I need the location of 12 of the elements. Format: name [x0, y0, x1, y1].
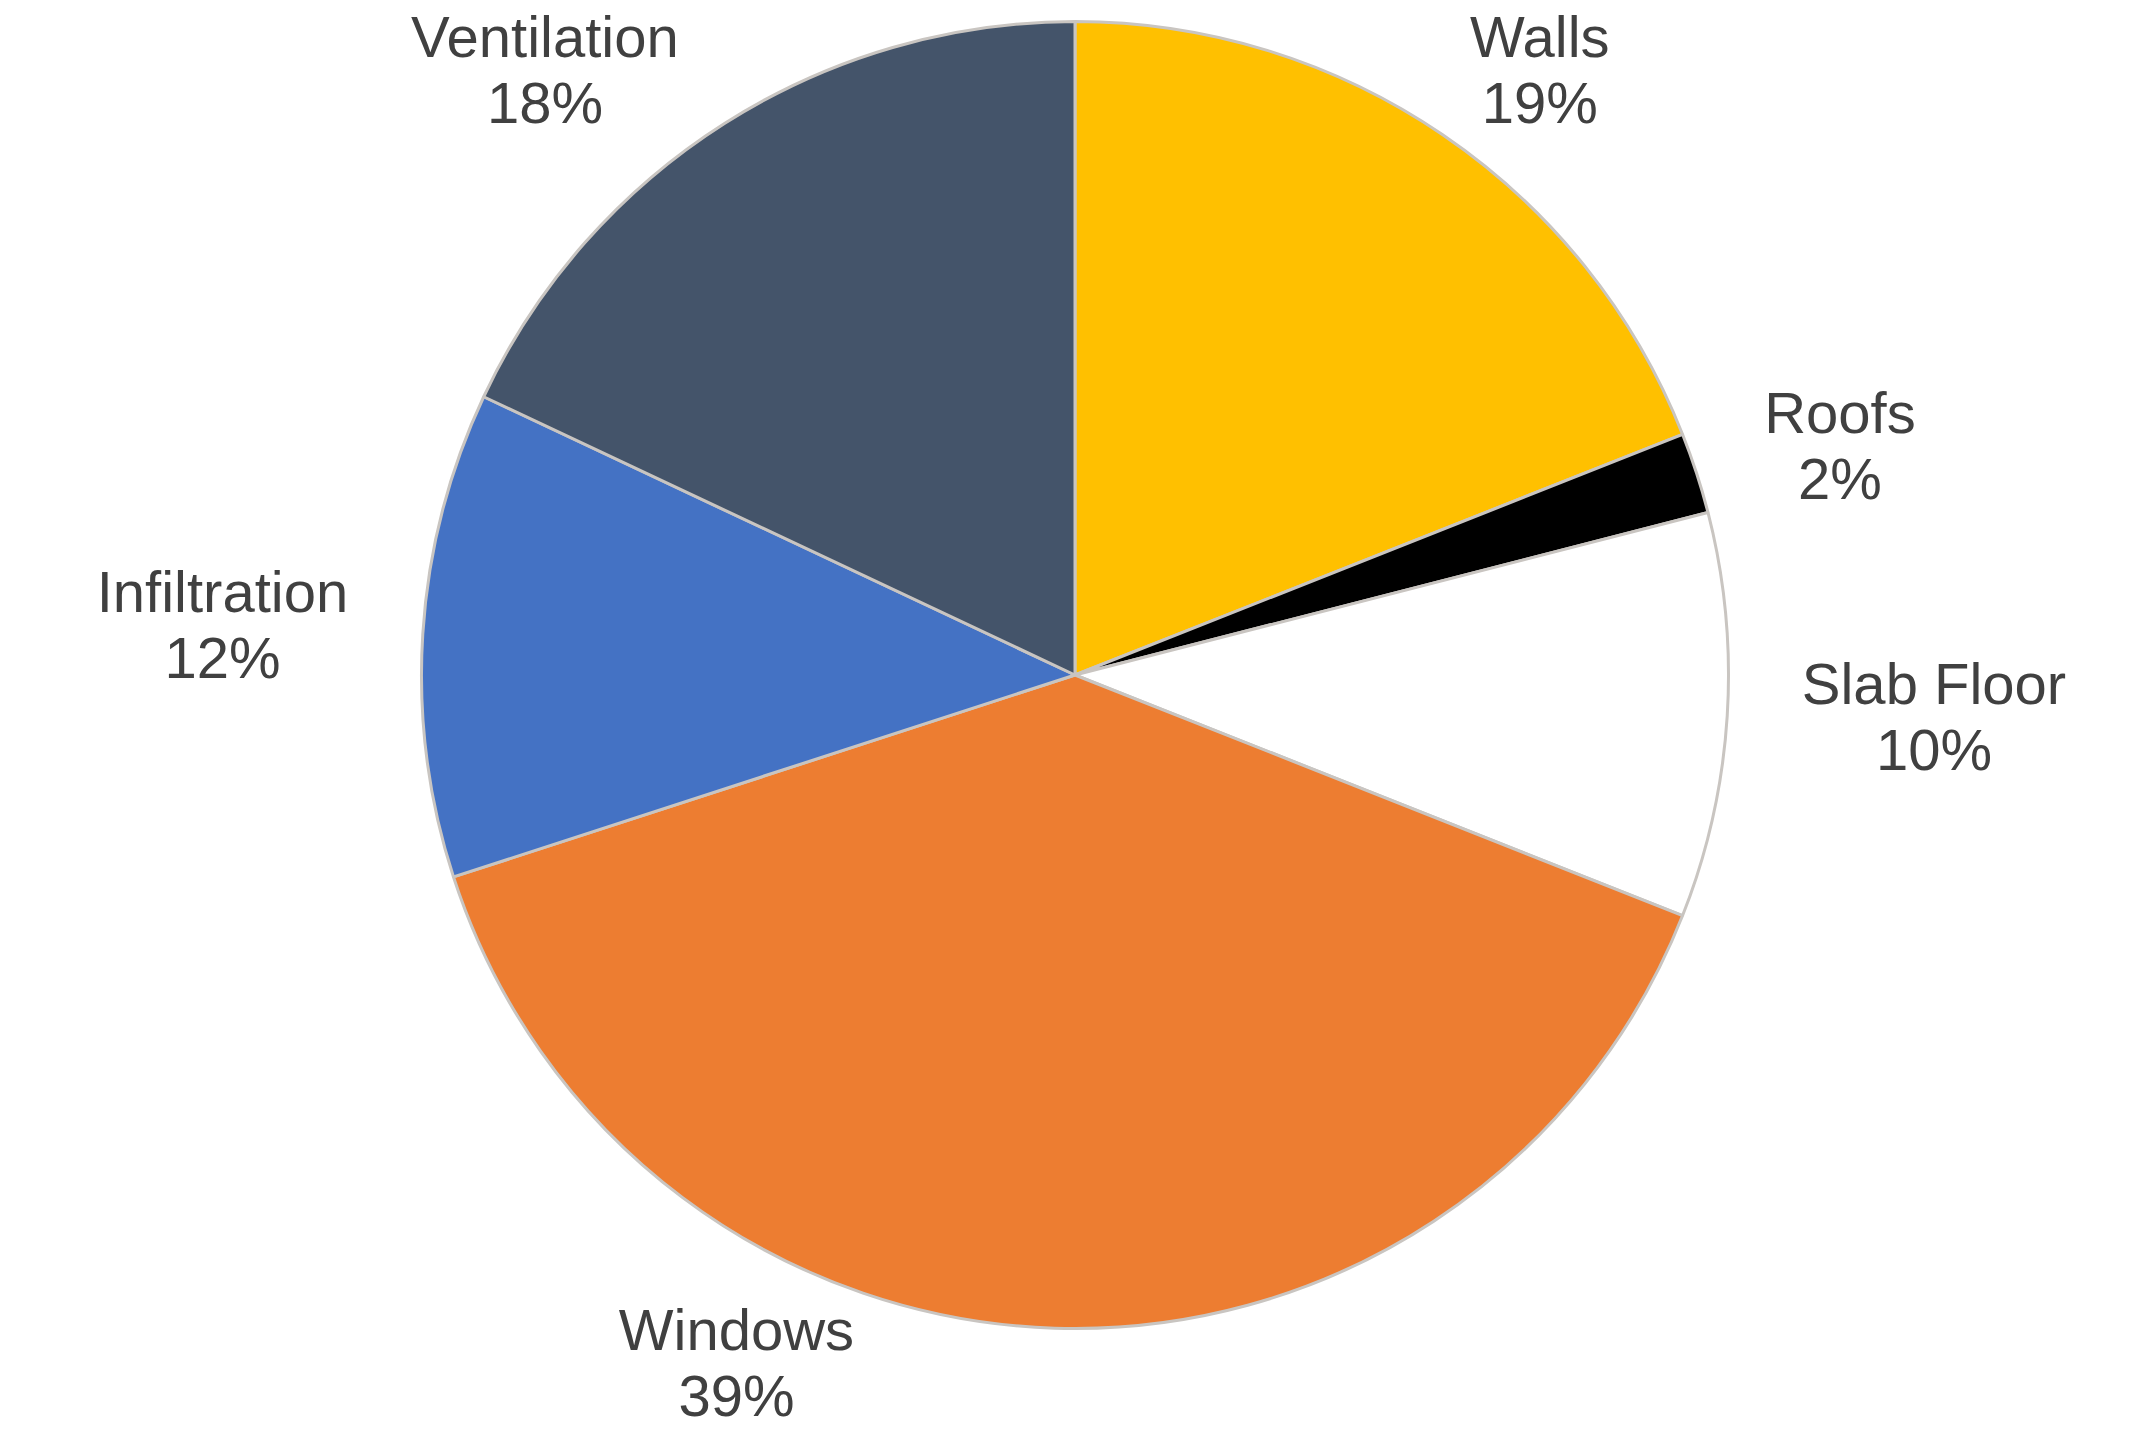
data-label: 18%	[486, 70, 603, 135]
data-label: 19%	[1481, 70, 1598, 135]
slice-label: Ventilation	[411, 4, 679, 69]
data-label: 39%	[678, 1363, 795, 1428]
slice-label: Windows	[618, 1297, 855, 1362]
data-label: 2%	[1797, 445, 1882, 511]
slice-label: Roofs	[1764, 379, 1916, 445]
slice-label: Slab Floor	[1801, 650, 2067, 716]
slice-label: Infiltration	[96, 559, 349, 625]
data-label: 10%	[1875, 716, 1993, 782]
data-label: 12%	[164, 625, 281, 691]
slice-label: Walls	[1469, 4, 1610, 69]
